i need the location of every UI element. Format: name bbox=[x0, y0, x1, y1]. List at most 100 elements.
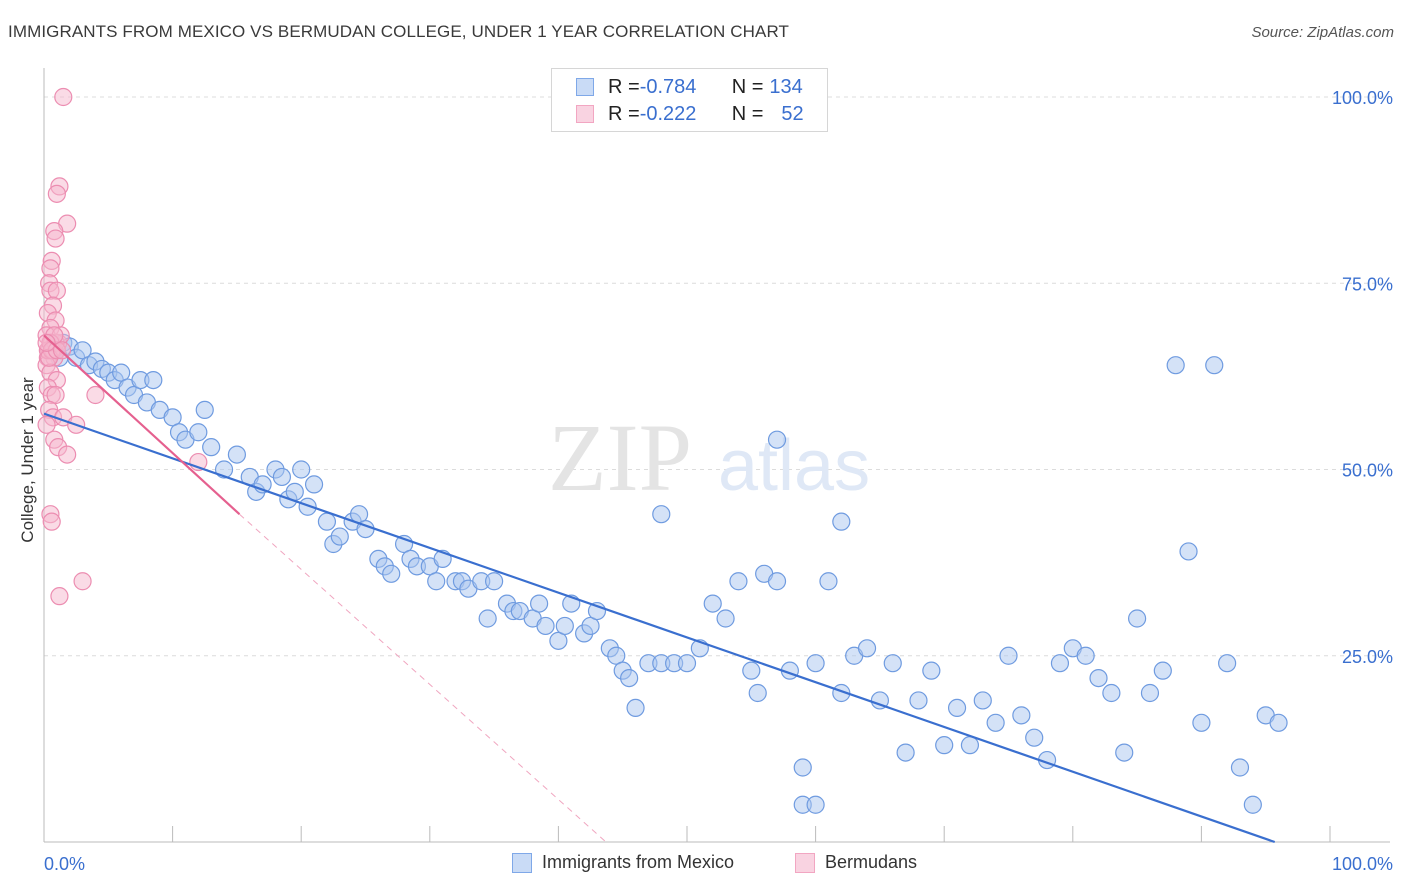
point-mexico bbox=[896, 743, 915, 762]
bottom-legend-swatch-pink bbox=[795, 852, 815, 873]
point-mexico bbox=[478, 609, 497, 628]
trend-line-bermudans bbox=[43, 334, 241, 516]
point-mexico bbox=[1127, 609, 1147, 628]
point-mexico bbox=[806, 654, 825, 673]
point-mexico bbox=[1012, 706, 1031, 725]
point-mexico bbox=[1269, 713, 1288, 732]
point-mexico bbox=[292, 460, 311, 479]
legend-swatch-blue bbox=[576, 78, 594, 96]
y-tick-label: 100.0% bbox=[1332, 88, 1393, 108]
x-tick-label-min: 0.0% bbox=[44, 854, 85, 874]
point-bermudans bbox=[54, 87, 73, 107]
point-mexico bbox=[530, 594, 549, 613]
point-mexico bbox=[793, 758, 812, 777]
point-mexico bbox=[427, 572, 446, 591]
legend-n-label: N = bbox=[731, 75, 764, 98]
legend-n-label: N = bbox=[731, 102, 764, 125]
point-mexico bbox=[382, 564, 401, 583]
trend-line-bermudans-extension bbox=[239, 513, 607, 843]
point-mexico bbox=[1076, 646, 1095, 665]
point-bermudans bbox=[86, 385, 105, 405]
point-mexico bbox=[703, 594, 722, 613]
point-mexico bbox=[1089, 668, 1108, 688]
point-mexico bbox=[1179, 542, 1198, 561]
point-mexico bbox=[767, 430, 787, 449]
point-mexico bbox=[870, 691, 890, 710]
point-mexico bbox=[748, 683, 767, 703]
point-mexico bbox=[195, 400, 214, 419]
point-mexico bbox=[485, 572, 504, 591]
point-mexico bbox=[1243, 795, 1262, 814]
legend-r-value: -0.784 bbox=[639, 75, 697, 98]
point-mexico bbox=[1050, 654, 1070, 673]
chart-title: IMMIGRANTS FROM MEXICO VS BERMUDAN COLLE… bbox=[8, 22, 790, 41]
point-mexico bbox=[729, 572, 748, 591]
point-bermudans bbox=[73, 572, 92, 591]
point-mexico bbox=[742, 661, 761, 680]
point-mexico bbox=[999, 646, 1018, 665]
point-mexico bbox=[652, 505, 671, 524]
point-mexico bbox=[626, 698, 645, 718]
tick-labels: 25.0% 50.0% 75.0% 100.0% 0.0% 100.0% bbox=[44, 88, 1393, 874]
point-bermudans bbox=[47, 281, 66, 300]
point-bermudans bbox=[46, 229, 65, 248]
trend-lines bbox=[43, 334, 1276, 844]
watermark-zip: ZIP bbox=[548, 404, 692, 511]
point-mexico bbox=[189, 423, 208, 442]
legend-row-mexico: R = -0.784 N = 134 bbox=[576, 74, 803, 100]
point-mexico bbox=[960, 736, 980, 755]
point-bermudans bbox=[50, 587, 69, 606]
point-mexico bbox=[922, 661, 941, 680]
point-mexico bbox=[620, 668, 639, 688]
legend-n-value: 52 bbox=[781, 102, 804, 125]
trend-line-mexico bbox=[43, 412, 1276, 844]
bottom-legend-mexico: Immigrants from Mexico bbox=[512, 852, 734, 873]
point-bermudans bbox=[58, 445, 77, 464]
point-mexico bbox=[298, 497, 317, 516]
point-mexico bbox=[1205, 356, 1224, 375]
point-mexico bbox=[986, 713, 1005, 732]
point-bermudans bbox=[47, 184, 66, 203]
point-mexico bbox=[1192, 713, 1211, 732]
point-mexico bbox=[832, 512, 851, 531]
point-mexico bbox=[973, 691, 992, 710]
bottom-legend-label: Bermudans bbox=[825, 852, 918, 872]
legend-row-bermudans: R = -0.222 N = 52 bbox=[576, 101, 804, 127]
point-mexico bbox=[1140, 683, 1160, 703]
point-bermudans bbox=[37, 415, 56, 434]
point-mexico bbox=[144, 371, 163, 390]
bottom-legend-swatch-blue bbox=[512, 852, 532, 873]
point-mexico bbox=[1102, 683, 1121, 703]
point-mexico bbox=[1166, 356, 1185, 375]
point-mexico bbox=[227, 445, 246, 464]
point-bermudans bbox=[42, 512, 61, 531]
legend-n-value: 134 bbox=[769, 75, 803, 98]
point-mexico bbox=[767, 572, 787, 591]
point-mexico bbox=[555, 616, 574, 636]
point-mexico bbox=[1218, 654, 1237, 673]
point-mexico bbox=[1230, 758, 1250, 777]
point-mexico bbox=[330, 527, 349, 546]
legend-r-label: R = bbox=[608, 75, 640, 98]
series-bermudans bbox=[37, 87, 208, 606]
legend-r-label: R = bbox=[608, 102, 640, 125]
y-axis-label: College, Under 1 year bbox=[18, 377, 37, 543]
legend-r-value: -0.222 bbox=[639, 102, 697, 125]
grid-lines bbox=[44, 96, 1390, 657]
y-tick-label: 25.0% bbox=[1342, 647, 1393, 667]
y-tick-label: 75.0% bbox=[1342, 274, 1393, 294]
point-bermudans bbox=[37, 333, 56, 352]
point-mexico bbox=[806, 795, 825, 814]
point-mexico bbox=[857, 639, 877, 658]
source-label: Source: ZipAtlas.com bbox=[1251, 24, 1394, 41]
legend-swatch-pink bbox=[576, 105, 594, 123]
point-mexico bbox=[947, 698, 967, 718]
point-mexico bbox=[536, 616, 555, 636]
point-mexico bbox=[304, 475, 324, 494]
point-mexico bbox=[272, 467, 292, 487]
point-mexico bbox=[1115, 743, 1134, 762]
point-mexico bbox=[935, 736, 954, 755]
y-tick-label: 50.0% bbox=[1342, 461, 1393, 481]
point-mexico bbox=[1025, 728, 1044, 747]
